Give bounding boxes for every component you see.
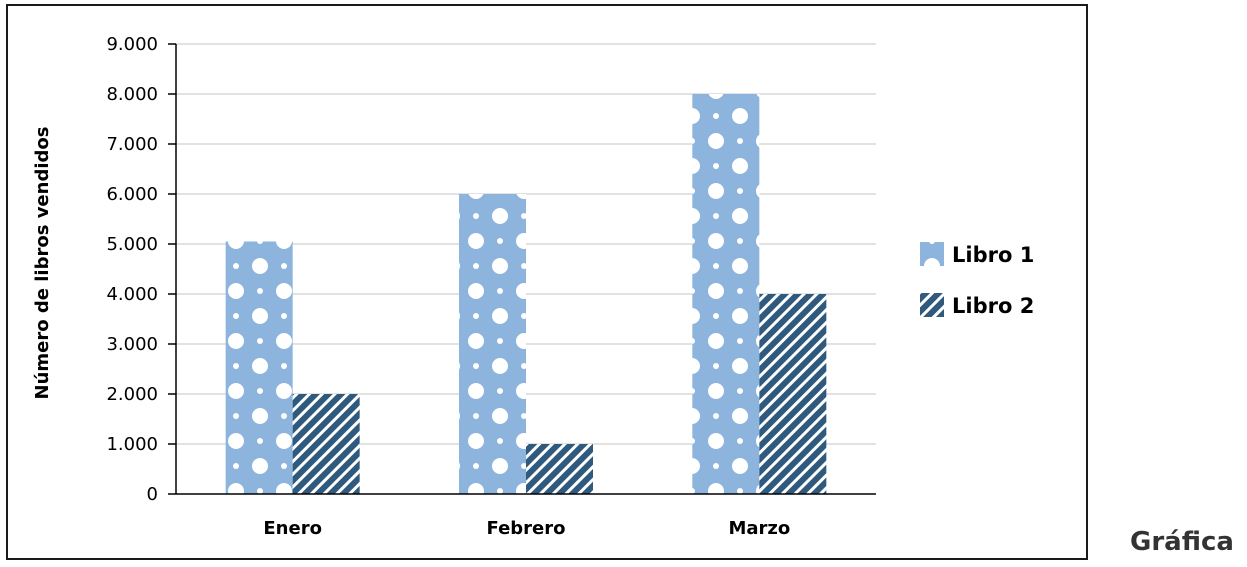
bar-libro-2-enero: [292, 394, 360, 494]
legend: Libro 1 Libro 2: [920, 242, 1034, 318]
y-tick-label: 0: [147, 484, 158, 505]
legend-swatch-libro-1: [920, 242, 944, 266]
bar-libro-1-febrero: [459, 194, 526, 494]
x-category-label: Marzo: [728, 518, 790, 539]
y-tick-label: 3.000: [106, 334, 158, 355]
y-tick-label: 9.000: [106, 34, 158, 55]
y-tick-label: 6.000: [106, 184, 158, 205]
bars: [225, 94, 827, 494]
bar-libro-2-febrero: [526, 444, 593, 494]
legend-swatch-libro-2: [920, 293, 944, 317]
y-axis-title: Número de libros vendidos: [32, 127, 53, 400]
y-tick-label: 8.000: [106, 84, 158, 105]
bar-chart: 0 1.000 2.000 3.000 4.000 5.000 6.000 7.000 8.00…: [32, 34, 1034, 539]
bar-libro-1-enero: [225, 241, 293, 494]
y-tick-label: 2.000: [106, 384, 158, 405]
figure-caption: Gráfica: [1130, 527, 1234, 557]
bar-libro-1-marzo: [692, 94, 760, 494]
y-tick-label: 7.000: [106, 134, 158, 155]
x-category-label: Enero: [263, 518, 322, 539]
x-category-labels: Enero Febrero Marzo: [263, 518, 790, 539]
y-tick-labels: 0 1.000 2.000 3.000 4.000 5.000 6.000 7.000 8.00…: [106, 34, 158, 505]
legend-label-libro-2: Libro 2: [952, 294, 1034, 318]
legend-label-libro-1: Libro 1: [952, 243, 1034, 267]
bar-libro-2-marzo: [759, 294, 827, 494]
y-tick-label: 4.000: [106, 284, 158, 305]
y-tick-label: 5.000: [106, 234, 158, 255]
chart-frame: 0 1.000 2.000 3.000 4.000 5.000 6.000 7.000 8.00…: [6, 4, 1088, 560]
y-tick-label: 1.000: [106, 434, 158, 455]
axes: [168, 43, 876, 495]
x-category-label: Febrero: [487, 518, 566, 539]
